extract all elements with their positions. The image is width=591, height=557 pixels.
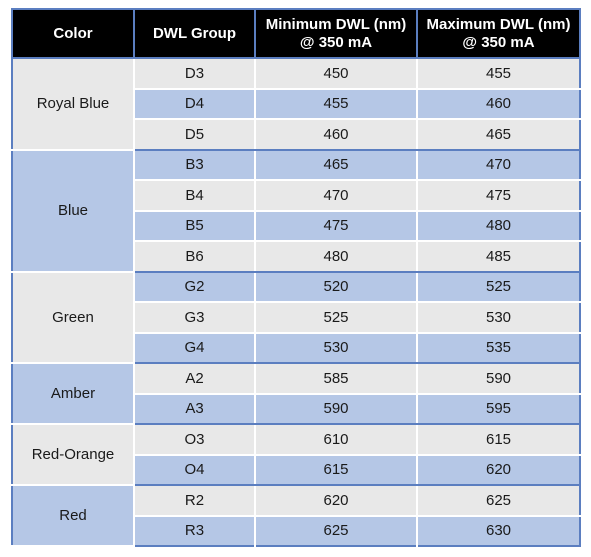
min-dwl-cell: 625 (255, 515, 418, 546)
min-dwl-cell: 615 (255, 454, 418, 486)
max-dwl-cell: 595 (417, 393, 580, 425)
table-body: Royal Blue D3 450 455 D4 455 460 D5 460 465 Blue B3… (12, 58, 580, 547)
dwl-group-cell: G4 (134, 332, 256, 364)
table-row: Red-Orange O3 610 615 (12, 424, 580, 486)
min-dwl-cell: 520 (255, 271, 418, 303)
dwl-group-cell: O3 (134, 424, 256, 456)
max-dwl-cell: 475 (417, 180, 580, 212)
color-cell: Green (12, 271, 135, 364)
dwl-group-cell: R3 (134, 515, 256, 546)
table-row: O4 615 620 (12, 454, 580, 486)
table-row: G4 530 535 (12, 332, 580, 364)
max-dwl-cell: 590 (417, 363, 580, 395)
dwl-group-cell: B6 (134, 241, 256, 273)
table-row: D4 455 460 (12, 88, 580, 120)
min-dwl-cell: 460 (255, 119, 418, 151)
table-row: A3 590 595 (12, 393, 580, 425)
color-cell: Red-Orange (12, 424, 135, 486)
min-dwl-cell: 450 (255, 58, 418, 90)
max-dwl-cell: 460 (417, 88, 580, 120)
dwl-group-cell: B3 (134, 149, 256, 181)
min-dwl-cell: 530 (255, 332, 418, 364)
dwl-group-cell: G2 (134, 271, 256, 303)
dwl-group-cell: B4 (134, 180, 256, 212)
dwl-group-cell: O4 (134, 454, 256, 486)
min-dwl-cell: 620 (255, 485, 418, 517)
dwl-group-cell: A2 (134, 363, 256, 395)
dwl-table: Color DWL Group Minimum DWL (nm) @ 350 m… (11, 8, 581, 547)
max-dwl-cell: 630 (417, 515, 580, 546)
dwl-group-cell: B5 (134, 210, 256, 242)
dwl-group-cell: D5 (134, 119, 256, 151)
max-dwl-cell: 615 (417, 424, 580, 456)
table-row: D5 460 465 (12, 119, 580, 151)
min-dwl-cell: 455 (255, 88, 418, 120)
max-dwl-cell: 470 (417, 149, 580, 181)
table-row: R3 625 630 (12, 515, 580, 546)
min-dwl-cell: 585 (255, 363, 418, 395)
min-dwl-cell: 470 (255, 180, 418, 212)
color-cell: Blue (12, 149, 135, 273)
max-dwl-cell: 455 (417, 58, 580, 90)
header-dwl-group: DWL Group (134, 9, 256, 58)
color-cell: Amber (12, 363, 135, 425)
header-max-dwl: Maximum DWL (nm) @ 350 mA (417, 9, 580, 58)
max-dwl-cell: 485 (417, 241, 580, 273)
table-header: Color DWL Group Minimum DWL (nm) @ 350 m… (12, 9, 580, 58)
header-row: Color DWL Group Minimum DWL (nm) @ 350 m… (12, 9, 580, 58)
header-color: Color (12, 9, 135, 58)
dwl-group-cell: G3 (134, 302, 256, 334)
dwl-group-cell: A3 (134, 393, 256, 425)
dwl-group-cell: D4 (134, 88, 256, 120)
max-dwl-cell: 530 (417, 302, 580, 334)
table-row: B5 475 480 (12, 210, 580, 242)
max-dwl-cell: 480 (417, 210, 580, 242)
max-dwl-cell: 620 (417, 454, 580, 486)
dwl-group-cell: R2 (134, 485, 256, 517)
min-dwl-cell: 590 (255, 393, 418, 425)
min-dwl-cell: 610 (255, 424, 418, 456)
table-row: G3 525 530 (12, 302, 580, 334)
min-dwl-cell: 480 (255, 241, 418, 273)
dwl-group-cell: D3 (134, 58, 256, 90)
table-row: Green G2 520 525 (12, 271, 580, 364)
color-cell: Royal Blue (12, 58, 135, 151)
min-dwl-cell: 475 (255, 210, 418, 242)
max-dwl-cell: 465 (417, 119, 580, 151)
max-dwl-cell: 625 (417, 485, 580, 517)
table-row: Red R2 620 625 (12, 485, 580, 547)
table-row: Amber A2 585 590 (12, 363, 580, 425)
min-dwl-cell: 465 (255, 149, 418, 181)
max-dwl-cell: 525 (417, 271, 580, 303)
header-min-dwl: Minimum DWL (nm) @ 350 mA (255, 9, 418, 58)
table-row: Royal Blue D3 450 455 (12, 58, 580, 151)
max-dwl-cell: 535 (417, 332, 580, 364)
color-cell: Red (12, 485, 135, 547)
table-row: B4 470 475 (12, 180, 580, 212)
min-dwl-cell: 525 (255, 302, 418, 334)
table-row: B6 480 485 (12, 241, 580, 273)
table-row: Blue B3 465 470 (12, 149, 580, 273)
